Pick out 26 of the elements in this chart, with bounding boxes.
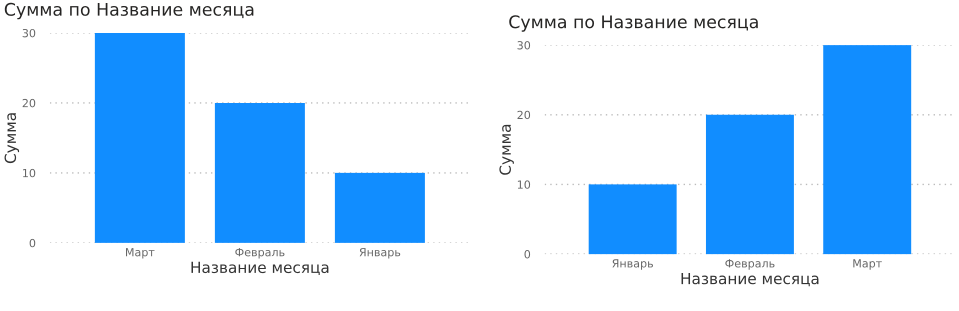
y-tick-label: 10 — [23, 168, 36, 178]
y-tick-label: 20 — [518, 110, 530, 120]
y-tick-label: 30 — [22, 28, 36, 38]
y-tick-label: 0 — [30, 238, 36, 248]
y-axis-title: Сумма — [499, 124, 514, 175]
x-tick-label: Февраль — [235, 248, 284, 259]
x-tick-label: Январь — [360, 248, 400, 259]
bar — [706, 114, 794, 254]
bar — [94, 32, 185, 243]
chart-title: Сумма по Название месяца — [509, 15, 758, 32]
y-tick-label: 0 — [524, 250, 530, 258]
y-tick-label: 30 — [518, 41, 530, 50]
y-tick-label: 10 — [518, 180, 530, 189]
bar — [334, 172, 425, 243]
x-tick-label: Март — [853, 259, 882, 270]
y-tick-label: 20 — [22, 98, 36, 108]
x-axis-title: Название месяца — [191, 262, 328, 275]
bar — [214, 102, 305, 243]
x-tick-label: Январь — [612, 259, 653, 270]
y-axis-title: Сумма — [4, 113, 20, 164]
x-tick-label: Март — [126, 248, 155, 259]
x-tick-label: Февраль — [725, 259, 775, 270]
bar — [823, 45, 912, 254]
x-axis-title: Название месяца — [682, 272, 818, 286]
bar — [588, 184, 677, 254]
chart-title: Сумма по Название месяца — [4, 2, 254, 20]
